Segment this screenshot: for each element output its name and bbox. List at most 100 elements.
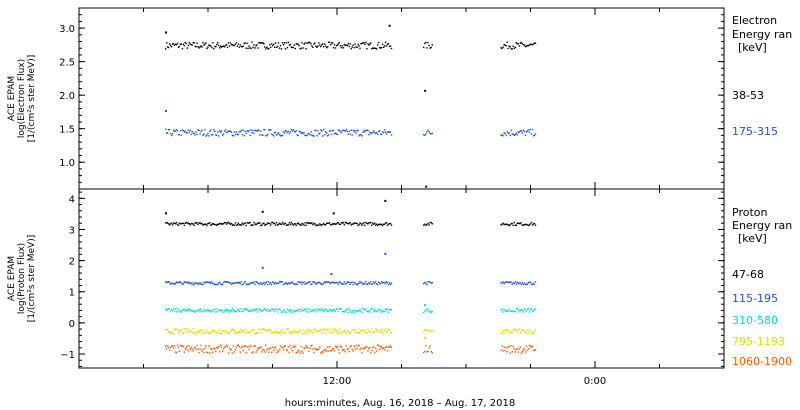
data-point bbox=[273, 135, 275, 137]
data-point bbox=[193, 332, 195, 334]
data-point bbox=[271, 308, 273, 310]
data-point bbox=[198, 351, 200, 354]
data-point bbox=[341, 129, 344, 131]
data-point bbox=[234, 332, 237, 334]
data-point bbox=[375, 224, 377, 226]
data-point bbox=[221, 350, 224, 352]
data-point bbox=[356, 130, 358, 132]
data-point bbox=[336, 308, 339, 310]
data-point bbox=[285, 282, 288, 284]
data-point bbox=[185, 329, 187, 331]
data-point bbox=[344, 44, 346, 47]
data-point bbox=[255, 309, 257, 311]
data-point bbox=[328, 41, 331, 43]
data-point bbox=[256, 349, 258, 352]
data-point bbox=[216, 224, 218, 226]
data-point bbox=[242, 223, 244, 226]
data-point bbox=[238, 131, 240, 133]
data-point bbox=[223, 346, 226, 348]
data-point bbox=[425, 224, 427, 227]
data-point bbox=[268, 351, 270, 353]
data-point bbox=[172, 43, 175, 45]
data-point bbox=[203, 281, 205, 283]
data-point bbox=[257, 332, 259, 334]
data-point bbox=[359, 348, 361, 351]
data-point bbox=[246, 283, 248, 286]
data-point bbox=[196, 310, 198, 312]
data-point bbox=[273, 347, 276, 349]
data-point bbox=[327, 310, 329, 312]
legend-title: [keV] bbox=[738, 232, 767, 245]
data-point bbox=[529, 309, 532, 311]
data-point bbox=[312, 348, 314, 350]
data-point bbox=[388, 329, 391, 331]
data-point bbox=[280, 281, 283, 283]
data-point bbox=[224, 281, 227, 283]
data-point bbox=[335, 44, 338, 47]
data-point bbox=[220, 223, 222, 225]
data-point bbox=[385, 331, 388, 333]
data-point bbox=[423, 282, 425, 285]
data-point bbox=[290, 347, 292, 349]
data-point bbox=[524, 331, 527, 333]
data-point bbox=[509, 330, 511, 332]
data-point bbox=[208, 333, 210, 335]
data-point bbox=[372, 131, 374, 134]
data-point bbox=[327, 281, 330, 283]
data-point bbox=[231, 44, 234, 46]
data-point bbox=[231, 224, 234, 226]
data-point bbox=[425, 345, 427, 347]
data-point bbox=[204, 282, 206, 284]
data-point bbox=[179, 130, 182, 132]
data-point bbox=[265, 282, 267, 284]
data-point bbox=[227, 309, 230, 312]
data-point bbox=[213, 47, 215, 50]
data-point bbox=[216, 283, 218, 285]
data-point bbox=[337, 222, 340, 224]
data-point bbox=[367, 129, 369, 132]
data-point bbox=[173, 310, 176, 313]
data-point bbox=[533, 134, 536, 137]
data-point bbox=[273, 310, 276, 313]
data-point bbox=[221, 283, 224, 286]
data-point bbox=[237, 222, 239, 225]
data-point bbox=[288, 331, 291, 333]
data-point bbox=[319, 132, 321, 135]
data-point bbox=[229, 349, 232, 351]
data-point bbox=[382, 332, 385, 334]
data-point bbox=[525, 283, 528, 286]
data-point bbox=[291, 281, 293, 283]
data-point bbox=[234, 282, 237, 284]
data-point bbox=[195, 222, 197, 225]
data-point bbox=[176, 130, 179, 132]
data-point bbox=[212, 222, 214, 225]
data-point bbox=[519, 309, 521, 311]
data-point bbox=[501, 331, 503, 334]
data-point bbox=[325, 131, 327, 133]
data-point bbox=[199, 329, 201, 331]
data-point bbox=[277, 282, 280, 284]
data-point bbox=[219, 309, 221, 311]
data-point bbox=[281, 42, 284, 44]
data-point bbox=[353, 46, 355, 49]
series-47-68 bbox=[165, 221, 537, 227]
data-point bbox=[507, 224, 509, 226]
data-point bbox=[427, 129, 429, 131]
data-point bbox=[285, 311, 288, 313]
data-point bbox=[332, 309, 335, 311]
data-point bbox=[254, 333, 256, 335]
data-point bbox=[316, 308, 318, 310]
data-point bbox=[189, 282, 191, 285]
data-point bbox=[194, 346, 196, 349]
data-point bbox=[297, 43, 299, 45]
data-point bbox=[208, 222, 210, 224]
data-point bbox=[233, 351, 236, 353]
data-point bbox=[268, 281, 270, 283]
data-point bbox=[174, 43, 177, 45]
data-point bbox=[212, 351, 214, 353]
data-point bbox=[289, 309, 292, 311]
data-point bbox=[388, 308, 391, 311]
data-point bbox=[503, 43, 505, 46]
data-point bbox=[171, 282, 174, 284]
data-point bbox=[256, 44, 258, 46]
